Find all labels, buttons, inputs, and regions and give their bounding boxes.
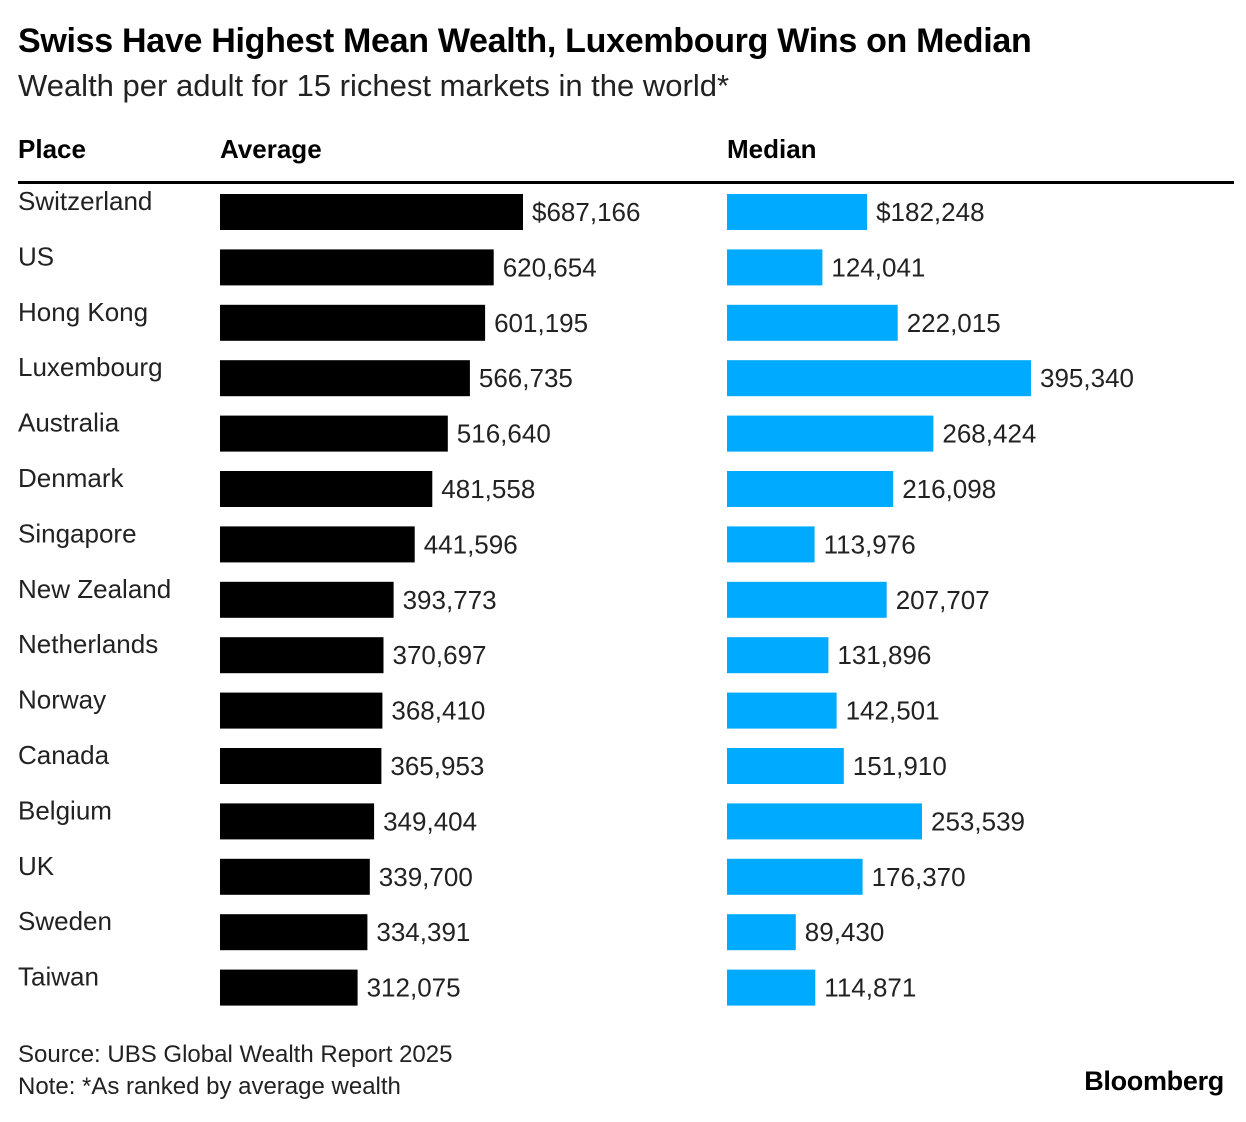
median-value-label: 131,896 bbox=[837, 640, 931, 670]
average-value-label: 393,773 bbox=[403, 585, 497, 615]
average-bar bbox=[220, 692, 383, 729]
median-bar bbox=[727, 360, 1031, 397]
median-bar bbox=[727, 803, 922, 840]
average-value-label: 349,404 bbox=[383, 806, 477, 836]
median-value-label: 216,098 bbox=[902, 474, 996, 504]
average-bar bbox=[220, 858, 370, 895]
header-rule bbox=[18, 181, 1234, 184]
category-label: Singapore bbox=[18, 518, 137, 548]
median-value-label: 176,370 bbox=[872, 862, 966, 892]
average-bar bbox=[220, 471, 433, 507]
average-value-label: 481,558 bbox=[441, 474, 535, 504]
average-value-label: 516,640 bbox=[457, 419, 551, 449]
median-bar bbox=[727, 637, 829, 674]
average-value-label: 339,700 bbox=[379, 862, 473, 892]
average-bar bbox=[220, 969, 358, 1006]
category-label: Switzerland bbox=[18, 186, 152, 216]
median-value-label: 113,976 bbox=[824, 529, 916, 559]
median-value-label: 114,871 bbox=[824, 973, 916, 1003]
average-value-label: 312,075 bbox=[367, 973, 461, 1003]
median-bar bbox=[727, 526, 815, 563]
median-value-label: 207,707 bbox=[896, 585, 990, 615]
chart-subtitle: Wealth per adult for 15 richest markets … bbox=[18, 68, 730, 103]
category-label: UK bbox=[18, 851, 55, 881]
median-value-label: 124,041 bbox=[831, 252, 925, 282]
median-bar bbox=[727, 969, 816, 1006]
average-value-label: 368,410 bbox=[391, 696, 485, 726]
average-bar bbox=[220, 637, 384, 674]
category-label: Sweden bbox=[18, 906, 112, 936]
average-bar bbox=[220, 304, 486, 341]
median-bar bbox=[727, 249, 823, 286]
category-label: Norway bbox=[18, 685, 106, 715]
median-value-label: 151,910 bbox=[853, 751, 947, 781]
average-value-label: 365,953 bbox=[390, 751, 484, 781]
median-bar bbox=[727, 914, 796, 951]
average-bar bbox=[220, 748, 382, 784]
average-bar bbox=[220, 415, 448, 452]
column-header-median: Median bbox=[727, 134, 817, 164]
median-value-label: 142,501 bbox=[846, 696, 940, 726]
average-bar bbox=[220, 194, 523, 230]
median-bar bbox=[727, 304, 898, 341]
bar-chart: Switzerland US Hong Kong Luxembourg Australi… bbox=[18, 186, 1134, 1006]
bloomberg-logo: Bloomberg bbox=[1084, 1066, 1224, 1096]
category-label: Hong Kong bbox=[18, 297, 148, 327]
average-value-label: 566,735 bbox=[479, 363, 573, 393]
average-bar bbox=[220, 581, 394, 618]
category-label: US bbox=[18, 241, 54, 271]
category-label: Denmark bbox=[18, 463, 124, 493]
average-bar bbox=[220, 526, 415, 563]
category-label: Netherlands bbox=[18, 629, 158, 659]
category-label: Canada bbox=[18, 740, 110, 770]
median-bar bbox=[727, 194, 868, 230]
footnote: Note: *As ranked by average wealth bbox=[18, 1073, 401, 1100]
category-label: Australia bbox=[18, 408, 120, 438]
median-value-label: 268,424 bbox=[942, 419, 1036, 449]
median-value-label: $182,248 bbox=[876, 197, 984, 227]
average-bar bbox=[220, 249, 494, 286]
column-header-average: Average bbox=[220, 134, 322, 164]
median-bar bbox=[727, 692, 837, 729]
average-value-label: 620,654 bbox=[503, 252, 597, 282]
median-bar bbox=[727, 415, 934, 452]
median-bar bbox=[727, 471, 894, 507]
average-value-label: $687,166 bbox=[532, 197, 640, 227]
median-value-label: 222,015 bbox=[907, 308, 1001, 338]
median-value-label: 89,430 bbox=[805, 917, 885, 947]
median-value-label: 253,539 bbox=[931, 806, 1025, 836]
category-label: Taiwan bbox=[18, 962, 99, 992]
chart-title: Swiss Have Highest Mean Wealth, Luxembou… bbox=[18, 22, 1032, 60]
source-note: Source: UBS Global Wealth Report 2025 bbox=[18, 1041, 453, 1068]
category-label: New Zealand bbox=[18, 574, 171, 604]
median-bar bbox=[727, 748, 844, 784]
median-bar bbox=[727, 858, 863, 895]
median-bar bbox=[727, 581, 887, 618]
average-value-label: 601,195 bbox=[494, 308, 588, 338]
average-value-label: 334,391 bbox=[376, 917, 470, 947]
average-bar bbox=[220, 360, 470, 397]
average-value-label: 441,596 bbox=[424, 529, 518, 559]
median-value-label: 395,340 bbox=[1040, 363, 1134, 393]
average-value-label: 370,697 bbox=[393, 640, 487, 670]
category-label: Belgium bbox=[18, 795, 112, 825]
category-label: Luxembourg bbox=[18, 352, 163, 382]
average-bar bbox=[220, 803, 375, 840]
average-bar bbox=[220, 914, 368, 951]
column-header-place: Place bbox=[18, 134, 86, 164]
